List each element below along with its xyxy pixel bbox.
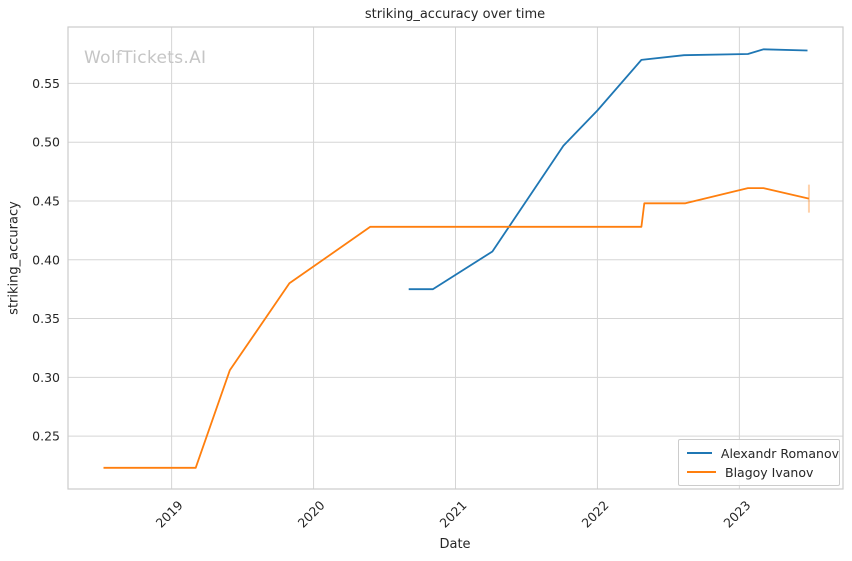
gridlines [68,27,843,489]
x-axis-label: Date [439,537,471,552]
watermark: WolfTickets.AI [84,48,207,68]
y-tick-label: 0.30 [32,370,60,385]
y-tick-label: 0.35 [32,311,60,326]
series-line-alexandr-romanov [408,48,808,291]
y-tick-label: 0.45 [32,193,60,208]
legend-item: Blagoy Ivanov [687,465,839,480]
x-tick-label: 2019 [153,497,186,530]
y-tick-label: 0.40 [32,252,60,267]
x-tick-label: 2022 [578,498,611,531]
x-tick-label: 2023 [720,498,753,531]
plot-spines [67,26,844,490]
legend-line-swatch [687,452,712,454]
legend-label: Alexandr Romanov [720,445,839,461]
y-axis-label: striking_accuracy [6,201,22,315]
x-tick-labels: 2019 2020 2021 2022 2023 [153,497,754,530]
x-tick-label: 2020 [295,497,328,530]
y-tick-label: 0.55 [32,76,60,91]
legend-item: Alexandr Romanov [687,446,839,461]
x-tick-label: 2021 [437,498,470,531]
series-line-blagoy-ivanov [103,187,810,469]
y-tick-label: 0.50 [32,135,60,150]
chart-title: striking_accuracy over time [364,7,546,22]
legend-label: Blagoy Ivanov [725,464,814,480]
y-tick-labels: 0.25 0.30 0.35 0.40 0.45 0.50 0.55 [32,76,60,444]
legend: Alexandr Romanov Blagoy Ivanov [678,439,840,486]
y-tick-label: 0.25 [32,429,60,444]
legend-line-swatch [687,471,716,473]
